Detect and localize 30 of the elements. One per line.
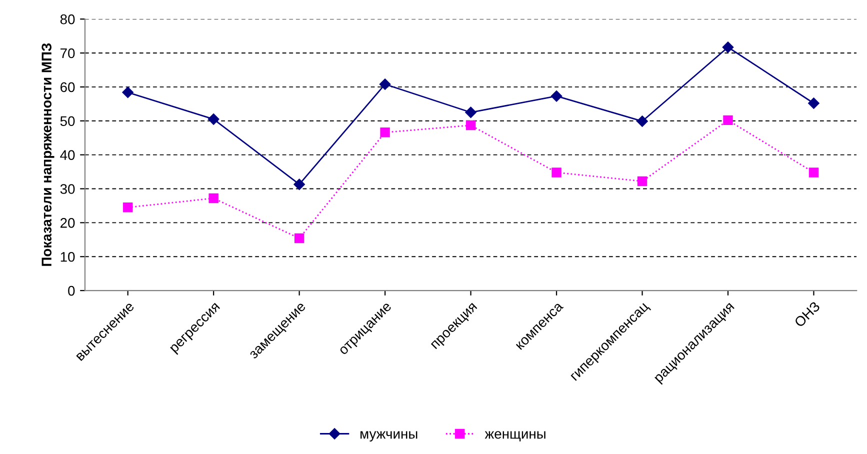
y-tick-label: 80 bbox=[60, 14, 75, 24]
point bbox=[380, 128, 390, 138]
y-tick-label: 10 bbox=[60, 252, 75, 262]
point bbox=[294, 233, 304, 244]
y-tick-label: 70 bbox=[60, 48, 75, 58]
point bbox=[552, 168, 562, 178]
point bbox=[208, 114, 220, 125]
y-tick-label: 40 bbox=[60, 150, 75, 160]
y-tick-label: 50 bbox=[60, 116, 75, 126]
point bbox=[550, 90, 562, 102]
y-tick-label: 30 bbox=[60, 184, 75, 194]
point bbox=[379, 78, 391, 90]
y-tick-label: 20 bbox=[60, 218, 75, 228]
point bbox=[636, 116, 648, 127]
point bbox=[723, 115, 733, 126]
point bbox=[808, 168, 819, 178]
legend-label: мужчины bbox=[360, 431, 418, 442]
y-tick-label: 60 bbox=[60, 82, 75, 92]
point bbox=[122, 202, 133, 212]
y-axis-title: Показатели напряженности МПЗ bbox=[42, 43, 54, 266]
point bbox=[466, 120, 476, 130]
point bbox=[208, 193, 218, 204]
point bbox=[722, 42, 734, 53]
y-tick-label: 0 bbox=[68, 286, 75, 296]
point bbox=[465, 106, 476, 118]
point bbox=[637, 176, 648, 186]
point bbox=[808, 98, 820, 109]
point bbox=[122, 86, 134, 98]
point bbox=[294, 178, 305, 190]
legend-label: женщины bbox=[484, 431, 546, 442]
